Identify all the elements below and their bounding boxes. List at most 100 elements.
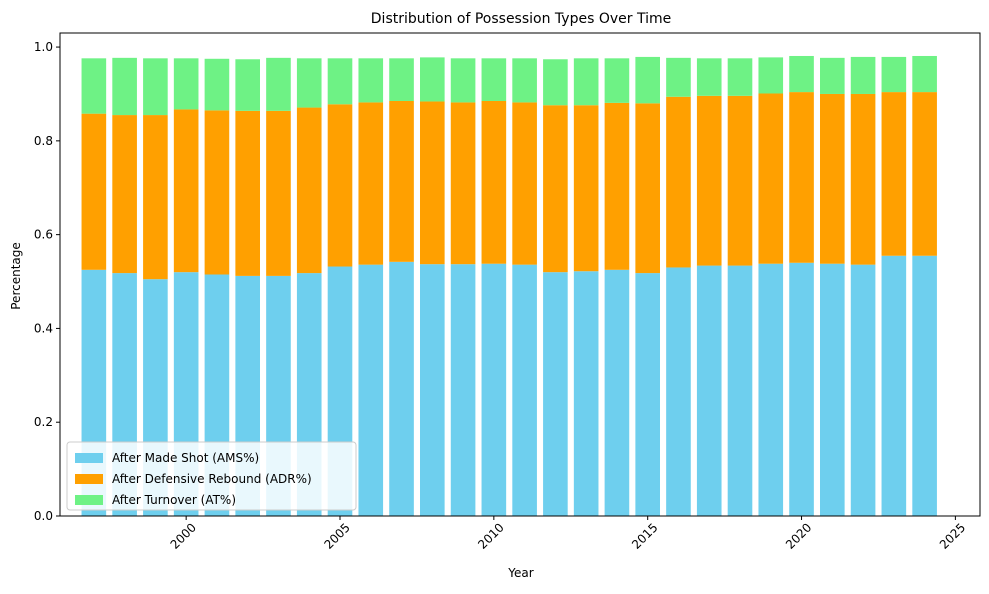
y-axis-label: Percentage	[9, 242, 23, 310]
bars-layer	[81, 55, 937, 517]
bar-segment-series-2-2020	[789, 55, 814, 93]
bar-segment-series-2-2003	[266, 57, 291, 111]
bar-segment-series-0-2014	[604, 269, 630, 516]
y-tick-label: 0.4	[34, 321, 53, 335]
legend-label-2: After Turnover (AT%)	[112, 493, 236, 507]
bar-segment-series-1-2010	[481, 101, 507, 264]
y-tick-label: 0.0	[34, 509, 53, 523]
bar-segment-series-0-2023	[881, 255, 907, 517]
bar-segment-series-2-1999	[143, 58, 168, 116]
bar-segment-series-1-2018	[727, 95, 753, 266]
bar-segment-series-1-2007	[389, 101, 414, 262]
bar-segment-series-2-2021	[820, 57, 845, 94]
bar-segment-series-1-2011	[512, 102, 537, 265]
bar-segment-series-2-2011	[512, 58, 537, 103]
bar-segment-series-2-1997	[81, 58, 107, 114]
x-tick-label: 2005	[321, 520, 352, 551]
bar-segment-series-0-2021	[820, 263, 845, 516]
bar-segment-series-2-2008	[420, 57, 445, 102]
bar-segment-series-2-2022	[850, 56, 876, 94]
legend-box	[66, 441, 357, 511]
bar-segment-series-2-2006	[358, 58, 384, 103]
bar-segment-series-1-2005	[327, 104, 353, 267]
bar-segment-series-0-2015	[635, 273, 660, 516]
legend-swatch-0	[75, 453, 103, 463]
x-tick-label: 2025	[937, 520, 968, 551]
bar-segment-series-1-2022	[850, 93, 876, 265]
bar-segment-series-0-2022	[850, 264, 876, 516]
chart-title: Distribution of Possession Types Over Ti…	[371, 11, 671, 27]
bar-segment-series-0-2008	[420, 264, 445, 516]
bar-segment-series-1-2015	[635, 103, 660, 274]
bar-segment-series-1-1998	[112, 115, 137, 274]
bar-segment-series-0-2006	[358, 264, 384, 516]
x-axis-label: Year	[507, 566, 533, 580]
bar-segment-series-1-2001	[204, 110, 230, 275]
y-tick-label: 0.2	[34, 415, 53, 429]
bar-segment-series-1-2014	[604, 102, 630, 270]
bar-segment-series-2-2024	[912, 55, 937, 93]
bar-segment-series-0-2024	[912, 255, 937, 517]
bar-segment-series-2-2007	[389, 58, 414, 101]
bar-segment-series-1-2013	[573, 105, 599, 272]
legend-swatch-2	[75, 495, 103, 505]
bar-segment-series-2-2004	[296, 58, 322, 108]
bar-segment-series-2-2001	[204, 58, 230, 111]
legend-swatch-1	[75, 474, 103, 484]
bar-segment-series-2-2017	[696, 58, 722, 96]
bar-segment-series-0-2010	[481, 263, 507, 516]
bar-segment-series-2-2018	[727, 58, 753, 96]
legend-label-0: After Made Shot (AMS%)	[112, 451, 259, 465]
bar-segment-series-0-2016	[666, 267, 691, 516]
legend-label-1: After Defensive Rebound (ADR%)	[112, 472, 312, 486]
x-tick-label: 2010	[475, 520, 506, 551]
bar-segment-series-1-2020	[789, 92, 814, 263]
bar-segment-series-1-2016	[666, 96, 691, 268]
bar-segment-series-2-2009	[450, 58, 476, 103]
bar-segment-series-1-1999	[143, 115, 168, 280]
legend: After Made Shot (AMS%) After Defensive Re…	[66, 441, 357, 511]
x-tick-label: 2000	[168, 520, 199, 551]
bar-segment-series-0-2009	[450, 264, 476, 516]
bar-segment-series-2-2015	[635, 56, 660, 104]
bar-segment-series-2-2016	[666, 57, 691, 97]
y-tick-label: 0.6	[34, 228, 53, 242]
bar-segment-series-2-2010	[481, 58, 507, 101]
bar-segment-series-1-2008	[420, 101, 445, 265]
bar-segment-series-1-2012	[543, 105, 568, 273]
bar-segment-series-1-2024	[912, 92, 937, 256]
bar-segment-series-2-2023	[881, 56, 907, 93]
bar-segment-series-1-2009	[450, 102, 476, 265]
bar-segment-series-1-2004	[296, 107, 322, 274]
bar-segment-series-0-2011	[512, 264, 537, 516]
bar-segment-series-0-2012	[543, 272, 568, 516]
bar-segment-series-1-2003	[266, 110, 291, 276]
bar-segment-series-2-2014	[604, 58, 630, 103]
bar-segment-series-0-2018	[727, 265, 753, 516]
bar-segment-series-2-2019	[758, 57, 784, 94]
bar-segment-series-2-2012	[543, 59, 568, 106]
bar-segment-series-2-2005	[327, 58, 353, 105]
y-tick-label: 0.8	[34, 134, 53, 148]
bar-segment-series-1-2002	[235, 110, 260, 276]
bar-segment-series-0-2019	[758, 263, 784, 516]
bar-segment-series-0-2013	[573, 271, 599, 516]
bar-segment-series-1-2006	[358, 102, 384, 265]
bar-segment-series-1-2017	[696, 95, 722, 266]
bar-segment-series-0-2020	[789, 262, 814, 516]
bar-segment-series-1-2021	[820, 93, 845, 264]
bar-segment-series-1-1997	[81, 113, 107, 270]
bar-segment-series-2-2002	[235, 59, 260, 111]
bar-segment-series-1-2019	[758, 93, 784, 264]
x-tick-label: 2015	[629, 520, 660, 551]
bar-segment-series-0-2017	[696, 265, 722, 516]
x-tick-label: 2020	[783, 520, 814, 551]
bar-segment-series-2-1998	[112, 57, 137, 116]
bar-segment-series-1-2023	[881, 92, 907, 256]
plot-frame	[59, 32, 981, 517]
bar-segment-series-2-2013	[573, 58, 599, 106]
bar-segment-series-2-2000	[173, 58, 199, 110]
bar-segment-series-0-2007	[389, 261, 414, 516]
